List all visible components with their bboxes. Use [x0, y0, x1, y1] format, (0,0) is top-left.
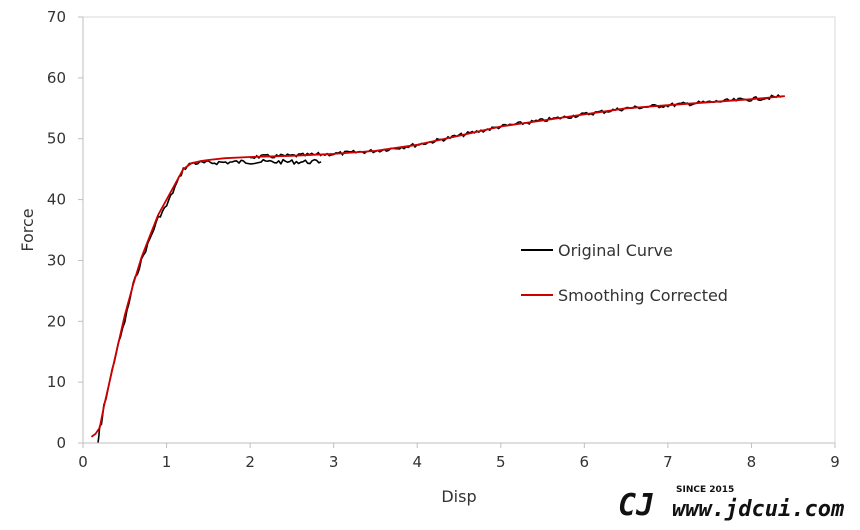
y-axis-title: Force [18, 208, 37, 251]
y-tick-label: 60 [47, 69, 66, 87]
x-tick-label: 3 [329, 453, 339, 471]
legend: Original Curve Smoothing Corrected [521, 241, 728, 305]
y-tick-label: 10 [47, 373, 66, 391]
y-tick-label: 30 [47, 251, 66, 269]
y-tick-label: 70 [47, 8, 66, 26]
x-tick-label: 8 [747, 453, 757, 471]
watermark-since: SINCE 2015 [676, 485, 734, 495]
x-axis-title: Disp [441, 487, 476, 506]
x-tick-label: 2 [245, 453, 255, 471]
series-line-0 [97, 158, 322, 444]
y-tick-label: 40 [47, 191, 66, 209]
y-tick-label: 50 [47, 130, 66, 148]
x-tick-label: 7 [663, 453, 673, 471]
y-ticks: 0 10 20 30 40 50 60 70 [47, 8, 83, 452]
y-tick-label: 0 [56, 434, 66, 452]
series-layer [90, 93, 785, 444]
y-tick-label: 20 [47, 312, 66, 330]
legend-label-smoothing: Smoothing Corrected [558, 286, 728, 305]
watermark-logo: CJ [618, 488, 654, 523]
x-ticks: 0 1 2 3 4 5 6 7 8 9 [78, 443, 840, 471]
x-tick-label: 5 [496, 453, 506, 471]
x-tick-label: 0 [78, 453, 88, 471]
series-line-1 [90, 95, 785, 438]
x-tick-label: 9 [830, 453, 840, 471]
x-tick-label: 1 [162, 453, 172, 471]
legend-label-original: Original Curve [558, 241, 673, 260]
x-tick-label: 4 [412, 453, 422, 471]
x-tick-label: 6 [580, 453, 590, 471]
watermark: CJ SINCE 2015 www.jdcui.com [618, 485, 844, 523]
watermark-url: www.jdcui.com [672, 497, 844, 522]
